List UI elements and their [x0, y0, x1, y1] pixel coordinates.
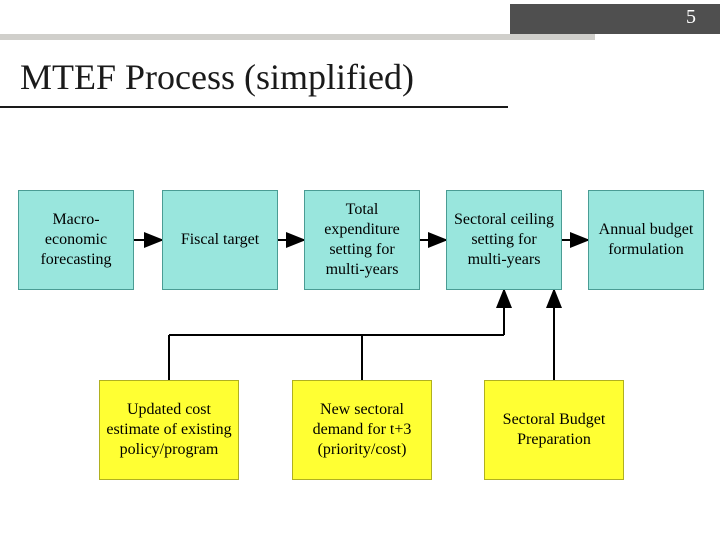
flow-node-n3: Total expenditure setting for multi-year…	[304, 190, 420, 290]
flow-node-n8: Sectoral Budget Preparation	[484, 380, 624, 480]
flow-node-n6: Updated cost estimate of existing policy…	[99, 380, 239, 480]
flow-node-n5: Annual budget formulation	[588, 190, 704, 290]
flow-node-n4: Sectoral ceiling setting for multi-years	[446, 190, 562, 290]
page-number: 5	[686, 6, 696, 29]
flow-node-n2: Fiscal target	[162, 190, 278, 290]
header-light-bar	[0, 34, 595, 40]
flow-diagram: Macro-economic forecasting Fiscal target T…	[0, 0, 720, 540]
flow-node-n7: New sectoral demand for t+3 (priority/co…	[292, 380, 432, 480]
flow-node-n1: Macro-economic forecasting	[18, 190, 134, 290]
